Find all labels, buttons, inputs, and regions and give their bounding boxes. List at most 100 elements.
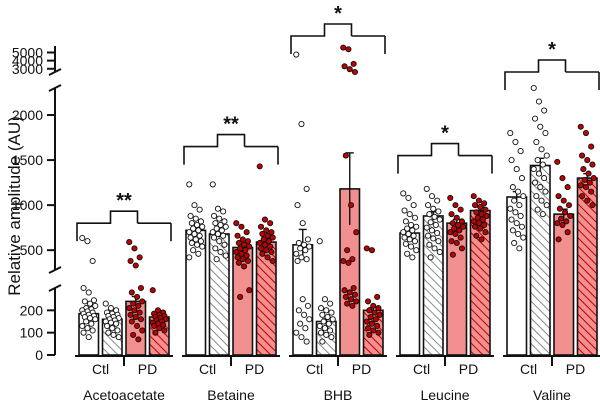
significance-bracket-betaine	[183, 133, 246, 165]
data-point-acetoacetate-1-0	[102, 300, 109, 307]
data-point-valine-0-14	[508, 216, 515, 223]
data-point-leucine-3-11	[470, 218, 477, 225]
data-point-leucine-2-11	[447, 229, 454, 236]
data-point-valine-1-20	[534, 206, 541, 213]
x-sublabel-betaine-ctl: Ctl	[199, 361, 216, 377]
data-point-bhb-0-0	[293, 51, 300, 58]
y-axis-label: Relative amplitude (AU)	[5, 116, 24, 296]
x-sublabel-acetoacetate-ctl: Ctl	[92, 361, 109, 377]
data-point-bhb-3-16	[375, 329, 382, 336]
data-point-betaine-0-7	[193, 221, 201, 229]
data-point-bhb-0-7	[300, 241, 308, 248]
data-point-valine-3-12	[582, 184, 590, 191]
data-point-acetoacetate-0-25	[80, 329, 87, 336]
data-point-valine-1-15	[537, 184, 544, 191]
data-point-bhb-0-5	[304, 236, 312, 243]
y-tick-label-500: 500	[20, 242, 44, 258]
data-point-leucine-2-6	[449, 220, 456, 227]
data-point-leucine-3-9	[474, 214, 481, 221]
data-point-betaine-2-3	[234, 232, 241, 239]
data-point-acetoacetate-0-3	[80, 284, 87, 292]
data-point-valine-0-5	[518, 175, 526, 182]
data-point-leucine-0-12	[405, 230, 412, 238]
data-point-bhb-2-4	[346, 66, 353, 73]
data-point-bhb-2-19	[353, 298, 360, 305]
data-point-leucine-0-16	[411, 238, 419, 245]
data-point-valine-1-8	[543, 152, 550, 159]
data-point-valine-2-6	[556, 205, 563, 212]
data-point-bhb-0-11	[293, 250, 300, 257]
data-point-leucine-1-18	[431, 245, 438, 252]
data-point-bhb-1-17	[319, 338, 326, 345]
data-point-leucine-1-5	[435, 208, 442, 215]
data-point-betaine-0-15	[192, 236, 199, 243]
data-point-betaine-2-14	[234, 254, 241, 261]
data-point-valine-0-4	[513, 166, 520, 173]
data-point-betaine-0-2	[196, 206, 203, 213]
data-point-bhb-0-18	[300, 311, 308, 318]
data-point-valine-2-11	[554, 220, 561, 227]
data-point-betaine-1-20	[213, 256, 220, 263]
data-point-betaine-1-4	[216, 215, 223, 222]
data-point-leucine-2-17	[449, 251, 456, 258]
data-point-valine-3-15	[584, 197, 591, 204]
data-point-acetoacetate-0-6	[81, 298, 88, 305]
data-point-betaine-2-16	[244, 257, 251, 265]
data-point-leucine-1-2	[434, 197, 441, 204]
data-point-acetoacetate-2-13	[136, 309, 143, 316]
data-point-leucine-3-5	[482, 206, 489, 213]
data-point-leucine-3-14	[471, 223, 479, 230]
data-point-betaine-0-19	[199, 243, 206, 250]
data-point-acetoacetate-2-1	[131, 245, 138, 252]
data-point-bhb-2-5	[351, 68, 359, 76]
data-point-bhb-3-10	[372, 316, 379, 323]
data-point-betaine-2-17	[235, 259, 242, 266]
data-point-bhb-2-20	[344, 300, 351, 307]
data-point-betaine-3-17	[259, 250, 266, 257]
data-point-betaine-3-15	[263, 247, 270, 254]
data-point-bhb-1-10	[325, 320, 332, 327]
data-point-bhb-0-9	[297, 245, 304, 252]
data-point-bhb-3-13	[374, 322, 381, 330]
data-point-bhb-2-21	[349, 302, 356, 309]
data-point-valine-1-2	[541, 107, 548, 114]
data-point-betaine-2-2	[243, 229, 250, 236]
data-point-betaine-0-13	[196, 232, 203, 239]
data-point-betaine-2-5	[244, 238, 251, 245]
data-point-betaine-3-11	[256, 239, 263, 247]
data-point-bhb-2-1	[345, 46, 352, 53]
data-point-betaine-3-12	[261, 241, 269, 248]
data-point-valine-1-9	[534, 157, 541, 164]
data-point-acetoacetate-0-19	[92, 316, 99, 323]
data-point-betaine-3-7	[264, 232, 271, 239]
data-point-betaine-1-5	[221, 218, 228, 225]
data-point-valine-1-3	[532, 115, 539, 122]
data-point-bhb-3-1	[368, 247, 376, 254]
data-point-acetoacetate-2-0	[126, 239, 133, 246]
data-point-bhb-1-9	[320, 318, 327, 325]
data-point-leucine-2-3	[448, 211, 455, 218]
data-point-acetoacetate-2-8	[139, 298, 146, 305]
data-point-leucine-0-7	[407, 221, 415, 229]
data-point-bhb-0-13	[303, 256, 310, 263]
data-point-bhb-0-24	[303, 338, 310, 345]
data-point-bhb-1-13	[327, 327, 334, 334]
significance-label-acetoacetate: **	[116, 190, 132, 212]
data-point-betaine-1-10	[218, 227, 225, 234]
data-point-betaine-1-14	[210, 234, 218, 241]
data-point-leucine-3-3	[471, 202, 479, 209]
data-point-bhb-2-2	[350, 60, 357, 67]
data-point-leucine-1-16	[435, 238, 442, 245]
data-point-betaine-1-9	[213, 225, 220, 232]
data-point-valine-1-12	[535, 170, 543, 177]
data-point-bhb-0-1	[298, 120, 305, 128]
data-point-acetoacetate-0-26	[85, 334, 92, 341]
data-point-valine-2-1	[559, 175, 566, 182]
data-point-leucine-1-15	[430, 235, 437, 242]
data-point-valine-2-12	[559, 221, 566, 229]
data-point-bhb-1-4	[323, 307, 330, 314]
data-point-bhb-1-14	[317, 329, 325, 336]
data-point-acetoacetate-2-3	[127, 257, 134, 265]
data-point-betaine-1-0	[209, 181, 216, 188]
data-point-betaine-1-19	[222, 252, 229, 259]
